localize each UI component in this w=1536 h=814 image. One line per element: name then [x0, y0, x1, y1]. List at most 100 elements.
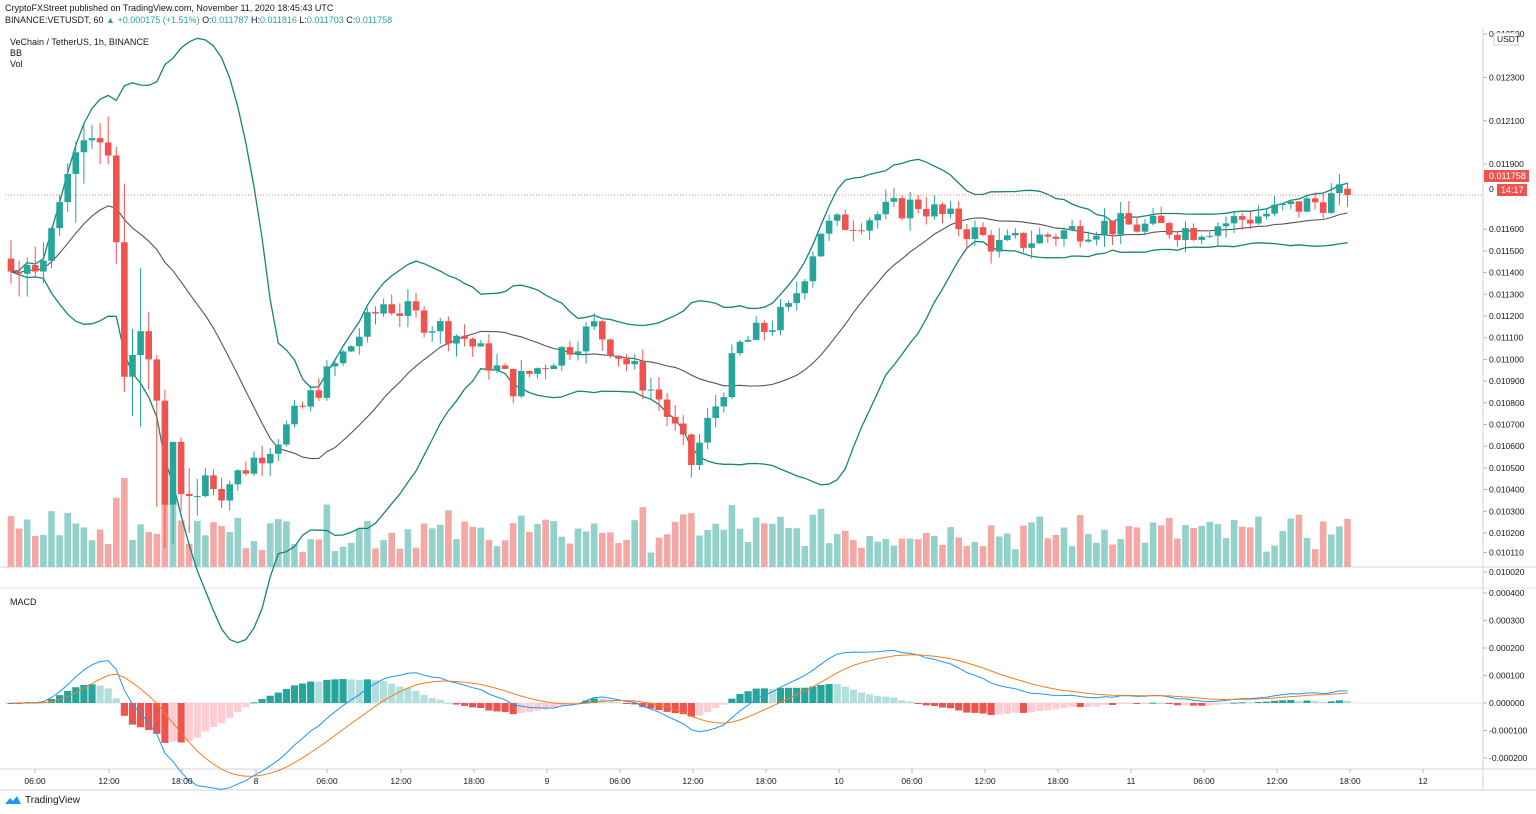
- macd-histogram-bar: [712, 703, 720, 709]
- volume-bar: [420, 523, 428, 567]
- candle-body: [777, 306, 784, 331]
- price-tick-label: 0.010200: [1489, 528, 1525, 538]
- candle-body: [550, 365, 557, 370]
- candle-body: [607, 339, 614, 356]
- macd-histogram-bar: [477, 703, 485, 709]
- volume-bar: [412, 547, 420, 567]
- close-label: C:: [346, 15, 356, 25]
- volume-bar: [299, 551, 306, 567]
- volume-bar: [720, 529, 728, 567]
- volume-bar: [1344, 518, 1351, 567]
- candle-body: [1238, 216, 1246, 220]
- macd-histogram-bar: [817, 684, 825, 703]
- candle-body: [1133, 224, 1141, 232]
- macd-histogram-bar: [234, 703, 242, 712]
- macd-histogram-bar: [785, 687, 793, 703]
- candle-body: [275, 444, 282, 454]
- volume-bar: [825, 543, 833, 567]
- volume-bar: [250, 541, 258, 567]
- unit-badge-text: USDT: [1497, 34, 1520, 44]
- macd-histogram-bar: [1044, 703, 1052, 711]
- macd-histogram-bar: [1222, 703, 1230, 704]
- legend-title[interactable]: VeChain / TetherUS, 1h, BINANCE: [10, 37, 149, 47]
- publisher-line: CryptoFXStreet published on TradingView.…: [5, 3, 333, 13]
- price-tick-label: 0.012100: [1489, 116, 1525, 126]
- volume-bar: [1198, 525, 1205, 567]
- candle-body: [793, 293, 800, 304]
- candle-body: [558, 347, 566, 366]
- time-tick-label: 11: [1127, 776, 1136, 786]
- price-tick-label: 0.010500: [1489, 463, 1525, 473]
- price-tick-label: 0.012300: [1489, 72, 1525, 82]
- legend-vol[interactable]: Vol: [10, 59, 23, 69]
- symbol-text: BINANCE:VETUSDT, 60: [5, 15, 104, 25]
- legend-bb[interactable]: BB: [10, 48, 22, 58]
- macd-histogram-bar: [639, 703, 647, 708]
- macd-histogram-bar: [1295, 700, 1303, 703]
- candle-body: [566, 347, 574, 355]
- hidden-tick-label: 0: [1489, 184, 1494, 194]
- volume-bar: [1255, 516, 1262, 567]
- macd-histogram-bar: [226, 703, 234, 718]
- volume-bar: [96, 529, 104, 567]
- price-tick-label: 0.010900: [1489, 376, 1525, 386]
- candle-body: [315, 390, 323, 398]
- macd-histogram-bar: [582, 700, 590, 703]
- volume-bar: [315, 539, 323, 567]
- macd-histogram-bar: [801, 687, 809, 703]
- macd-histogram-bar: [428, 698, 436, 703]
- volume-bar: [1263, 551, 1270, 567]
- volume-bar: [704, 529, 711, 567]
- bb-upper-line: [10, 37, 1348, 389]
- tradingview-logo[interactable]: TradingView: [4, 794, 80, 806]
- macd-histogram-bar: [209, 703, 218, 728]
- candle-body: [858, 230, 865, 232]
- candle-body: [48, 228, 55, 261]
- candle-body: [210, 475, 217, 489]
- candle-body: [874, 214, 881, 221]
- volume-bar: [339, 546, 347, 567]
- macd-tick-label: 0.000300: [1489, 616, 1525, 626]
- volume-bar: [1190, 527, 1197, 567]
- volume-bar: [331, 551, 339, 567]
- macd-histogram-bar: [1173, 703, 1181, 706]
- candle-body: [631, 361, 638, 365]
- candle-body: [939, 204, 946, 215]
- macd-histogram-bar: [979, 703, 987, 714]
- volume-bar: [347, 542, 355, 567]
- volume-bar: [971, 542, 979, 567]
- volume-bar: [1133, 527, 1141, 567]
- time-tick-label: 18:00: [1047, 776, 1069, 786]
- volume-bar: [469, 526, 476, 567]
- volume-bar: [1044, 538, 1052, 567]
- volume-bar: [121, 478, 128, 567]
- volume-bar: [542, 519, 549, 567]
- volume-bar: [396, 548, 404, 567]
- macd-histogram-bar: [1262, 701, 1271, 703]
- macd-histogram-bar: [898, 700, 906, 703]
- volume-bar: [15, 528, 23, 567]
- macd-histogram-bar: [331, 679, 339, 703]
- volume-bar: [1279, 531, 1286, 567]
- candle-body: [1247, 219, 1254, 224]
- bb-lower-line: [10, 240, 1348, 644]
- volume-bar: [145, 531, 152, 567]
- legend-macd[interactable]: MACD: [10, 597, 37, 607]
- macd-histogram-bar: [728, 698, 736, 703]
- volume-bar: [906, 538, 914, 567]
- volume-bar: [1319, 521, 1327, 567]
- macd-histogram-bar: [647, 703, 655, 709]
- macd-histogram-bar: [695, 703, 704, 716]
- candle-body: [590, 321, 598, 327]
- macd-histogram-bar: [687, 703, 695, 717]
- volume-bar: [1028, 522, 1035, 567]
- volume-bar: [777, 516, 784, 567]
- candle-body: [56, 202, 63, 229]
- macd-histogram-bar: [339, 679, 347, 703]
- macd-histogram-bar: [80, 684, 88, 703]
- candle-body: [914, 199, 922, 210]
- candle-body: [801, 281, 809, 294]
- candle-body: [80, 140, 88, 153]
- macd-histogram-bar: [631, 703, 639, 705]
